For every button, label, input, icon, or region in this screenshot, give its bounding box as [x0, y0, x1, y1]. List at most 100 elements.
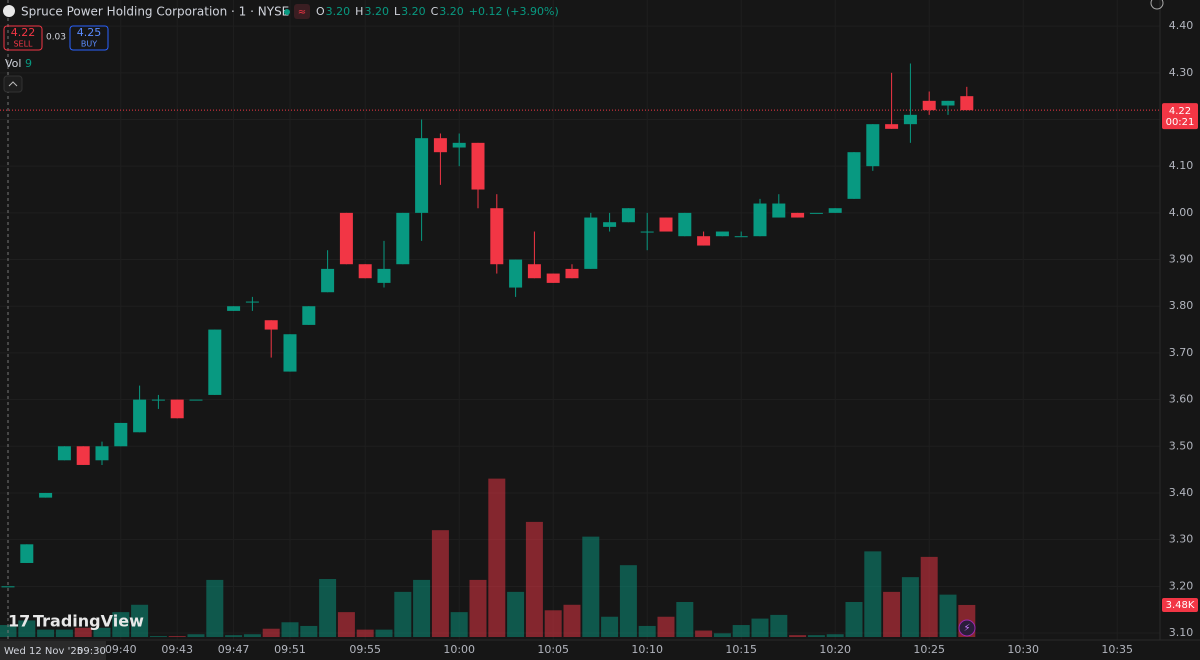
volume-bar: [187, 634, 205, 637]
ohlc-value: 3.20: [439, 5, 464, 18]
sell-price: 4.22: [11, 26, 36, 39]
x-tick-label: 10:00: [443, 643, 475, 656]
price-tag: [1162, 103, 1198, 130]
x-tick-label: 10:10: [631, 643, 663, 656]
volume-bar: [149, 636, 167, 637]
candle-body: [546, 273, 560, 283]
candle-body: [828, 208, 842, 213]
volume-bar: [732, 625, 750, 637]
volume-bar: [243, 634, 261, 637]
x-tick-label: 09:55: [349, 643, 381, 656]
volume-bar: [375, 629, 393, 637]
x-tick-label: 10:20: [819, 643, 851, 656]
add-button[interactable]: [1150, 0, 1164, 10]
y-tick-label: 4.30: [1169, 66, 1194, 79]
candle-body: [339, 212, 353, 265]
candle-body: [715, 231, 729, 237]
volume-bar: [356, 629, 374, 637]
volume-bar: [676, 602, 694, 637]
volume-layer: [0, 478, 976, 637]
volume-bar: [657, 616, 675, 637]
buy-button[interactable]: [69, 25, 109, 51]
y-tick-label: 3.50: [1169, 439, 1194, 452]
volume-bar: [619, 565, 637, 637]
x-tick-label: 10:05: [537, 643, 569, 656]
events-icon[interactable]: [958, 619, 976, 637]
candle-body: [734, 236, 748, 238]
candle-body: [208, 329, 222, 395]
candle-body: [245, 301, 259, 303]
collapse-icon: [8, 81, 18, 87]
candle-body: [95, 446, 109, 461]
candle-body: [321, 268, 335, 293]
candle-layer: [1, 63, 974, 588]
volume-bar: [74, 627, 92, 637]
ohlc-key: H: [355, 5, 363, 18]
candle-body: [941, 100, 955, 106]
volume-bar: [131, 604, 149, 637]
volume-bar: [206, 579, 224, 637]
volume-bar: [431, 530, 449, 637]
volume-legend-value: 9: [25, 57, 32, 70]
volume-bar: [601, 616, 619, 637]
x-tick-label: 10:30: [1007, 643, 1039, 656]
volume-bar: [807, 635, 825, 637]
symbol-icon: [3, 5, 15, 17]
volume-bar: [713, 633, 731, 637]
candle-body: [114, 422, 128, 447]
candle-body: [659, 217, 673, 232]
candle-body: [490, 208, 504, 265]
sell-button[interactable]: [3, 25, 43, 51]
status-dot: [284, 9, 290, 15]
candle-body: [377, 268, 391, 283]
candle-body: [189, 399, 203, 401]
status-badge: [294, 4, 310, 19]
candle-body: [809, 212, 823, 214]
crosshair-date: Wed 12 Nov '25: [4, 646, 83, 657]
candle-body: [415, 138, 429, 213]
x-tick-label: 09:47: [218, 643, 250, 656]
candle-body: [283, 334, 297, 372]
collapse-button[interactable]: [3, 75, 23, 93]
logo-text: TradingView: [33, 612, 144, 631]
crosshair-time-box: [0, 641, 106, 660]
x-tick-label: 10:35: [1101, 643, 1133, 656]
candle-body: [1, 586, 15, 588]
candle-body: [452, 142, 466, 148]
x-tick-label: 09:51: [274, 643, 306, 656]
ohlc-key: C: [431, 5, 439, 18]
volume-bar: [845, 602, 863, 637]
ohlc-legend: O 3.20 H 3.20 L 3.20 C 3.20: [316, 5, 464, 18]
volume-bar: [413, 579, 431, 637]
candle-body: [753, 203, 767, 237]
crosshair-time: 09:30: [77, 646, 106, 657]
ohlc-value: 3.20: [401, 5, 426, 18]
candle-body: [678, 212, 692, 237]
candle-body: [20, 544, 34, 563]
volume-bar: [507, 591, 525, 637]
status-icon: ≈: [298, 7, 306, 18]
candle-body: [565, 268, 579, 279]
volume-bar: [225, 635, 243, 637]
y-tick-label: 3.70: [1169, 346, 1194, 359]
volume-bar: [695, 630, 713, 637]
y-tick-label: 3.90: [1169, 253, 1194, 266]
volume-bar: [939, 594, 957, 637]
candle-body: [621, 208, 635, 223]
volume-bar: [337, 612, 355, 637]
volume-bar: [55, 629, 73, 637]
volume-bar: [469, 579, 487, 637]
y-tick-label: 3.30: [1169, 533, 1194, 546]
volume-bar: [525, 521, 543, 637]
ohlc-value: 3.20: [364, 5, 389, 18]
y-tick-label: 3.10: [1169, 626, 1194, 639]
symbol-title[interactable]: Spruce Power Holding Corporation · 1 · N…: [21, 5, 289, 19]
y-tick-label: 4.40: [1169, 19, 1194, 32]
candle-body: [903, 114, 917, 125]
candle-body: [527, 264, 541, 279]
volume-bar: [544, 610, 562, 637]
change: +0.12 (+3.90%): [469, 5, 559, 18]
ohlc-value: 3.20: [326, 5, 351, 18]
candle-body: [697, 236, 711, 246]
